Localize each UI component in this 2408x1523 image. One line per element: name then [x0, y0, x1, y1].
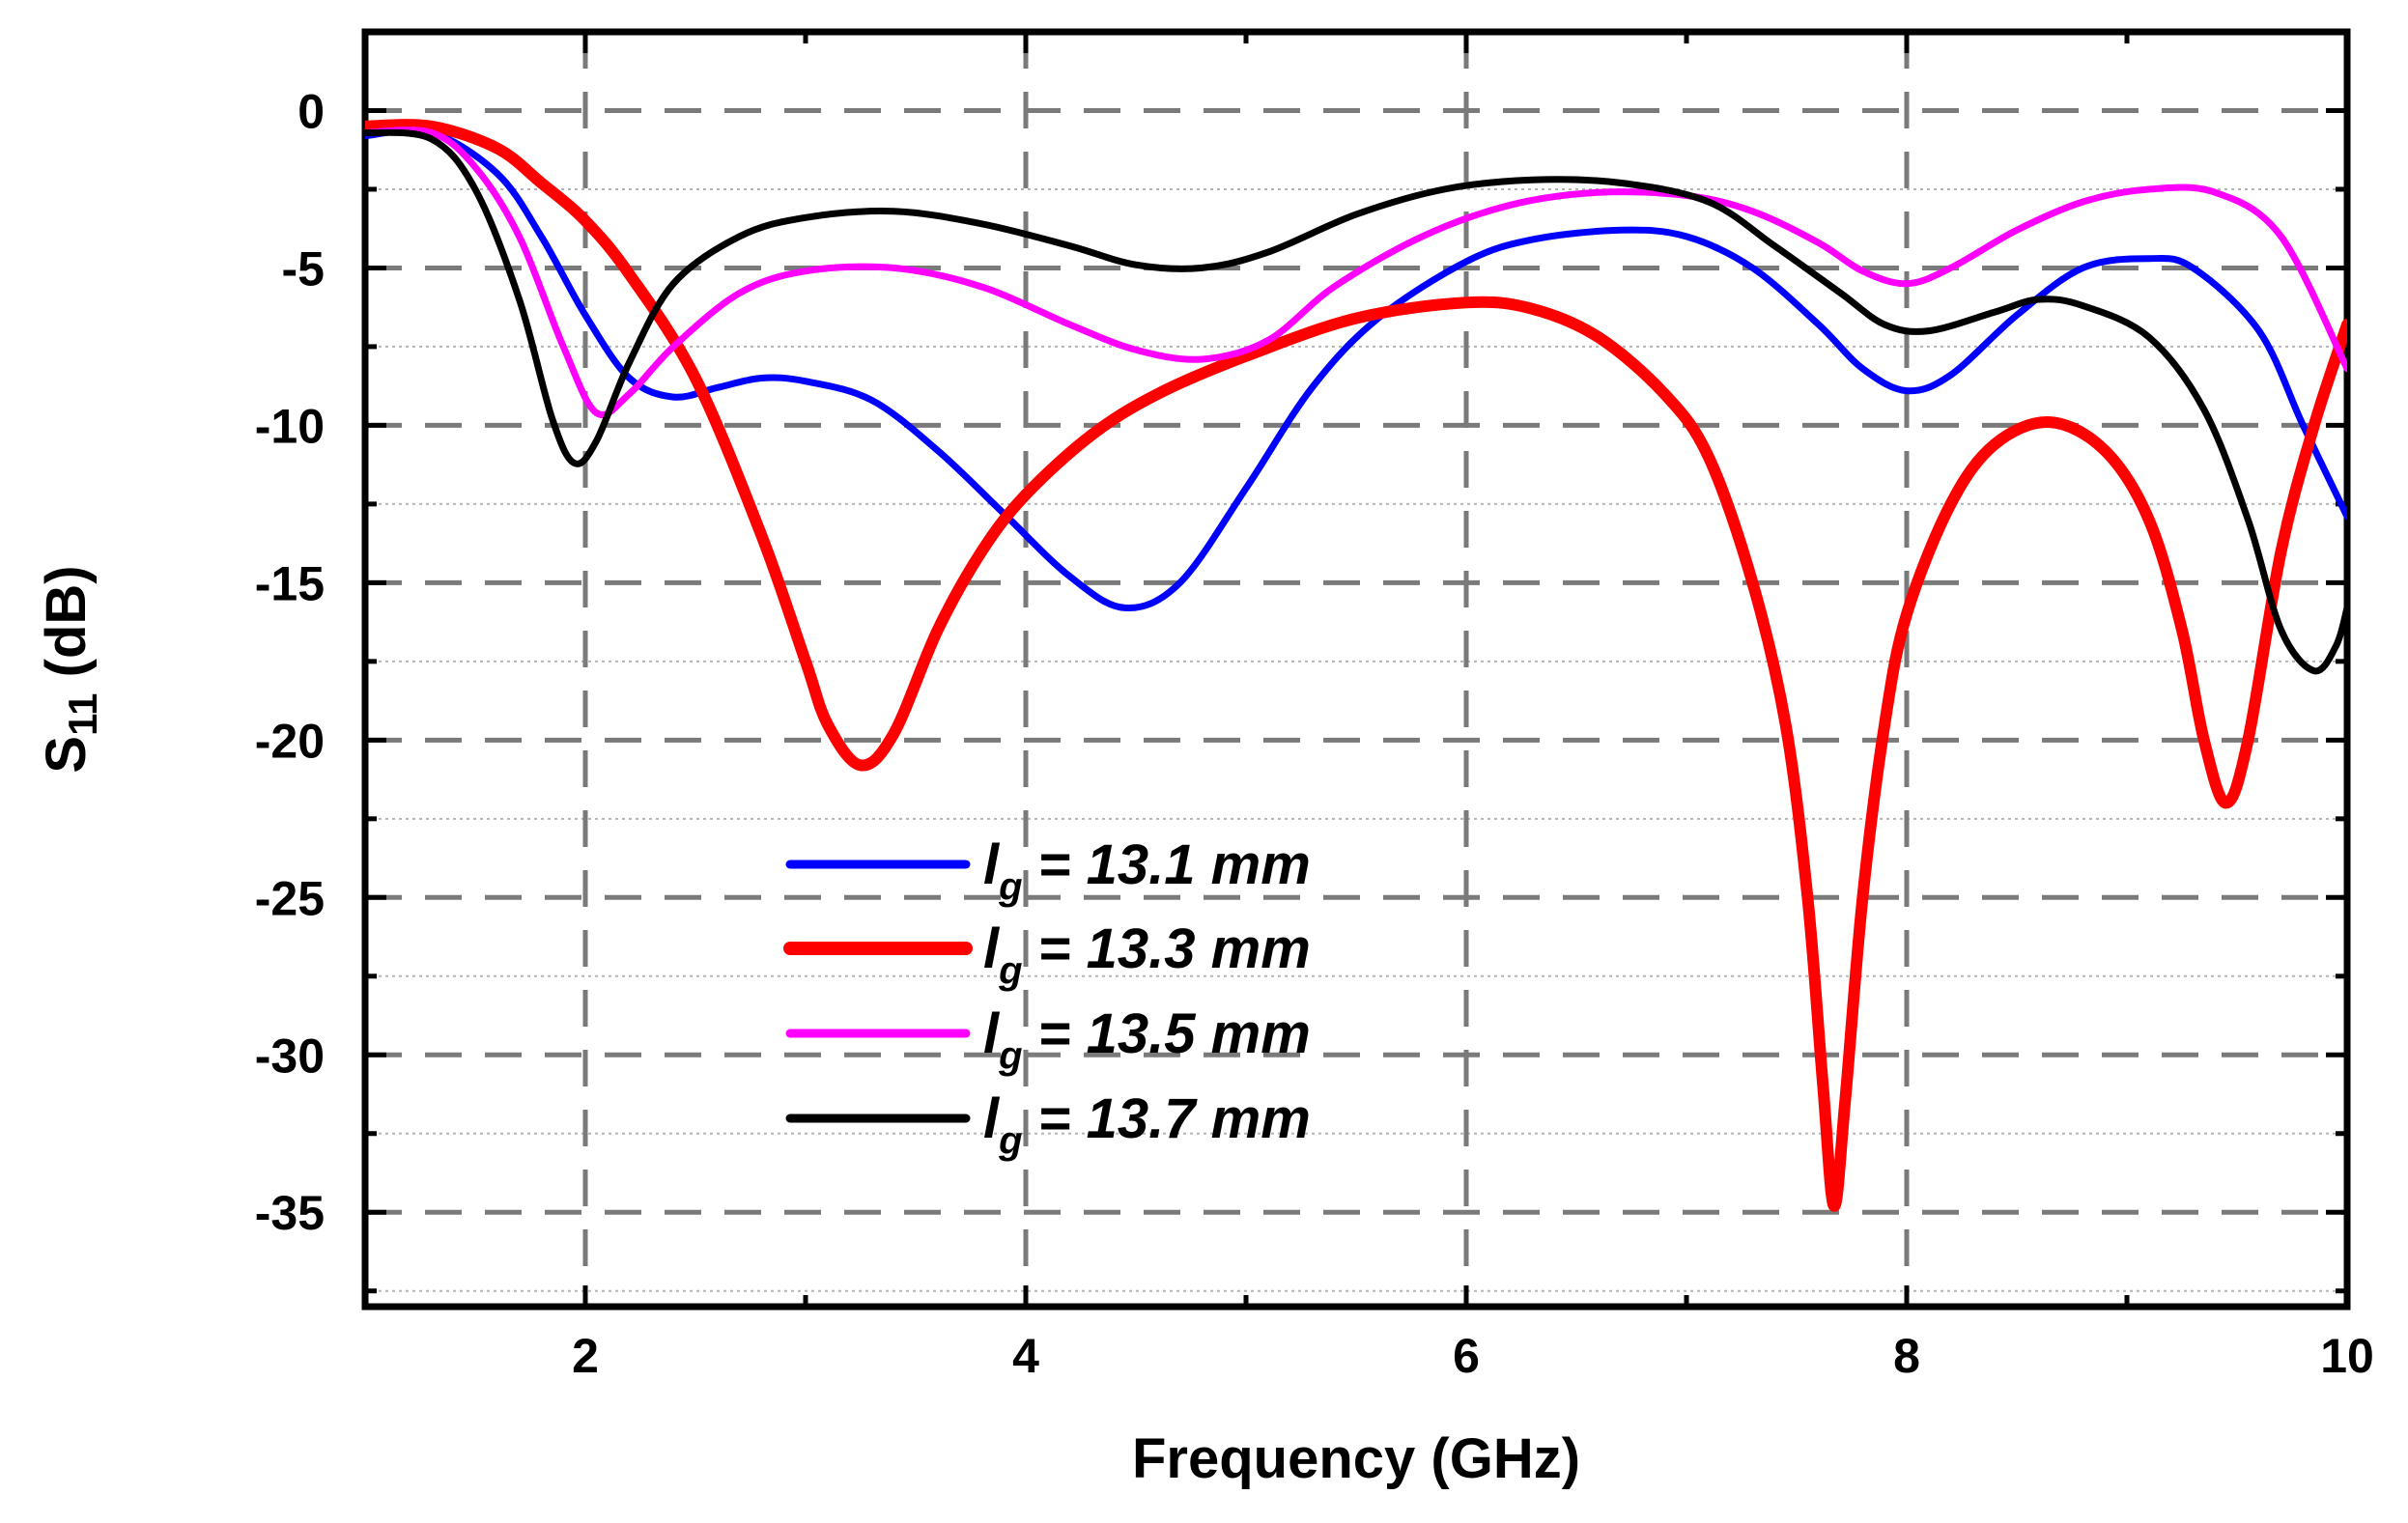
legend-label: lg = 13.7 mm — [983, 1087, 1311, 1162]
legend-item-2: lg = 13.3 mm — [783, 917, 1311, 992]
legend-label-sub: g — [998, 949, 1022, 992]
legend-item-1: lg = 13.1 mm — [785, 833, 1311, 908]
legend-item-3: lg = 13.5 mm — [785, 1002, 1311, 1077]
y-tick-label: -15 — [255, 556, 325, 610]
plot-frame — [361, 28, 2351, 1311]
legend-label-rest: = 13.3 mm — [1023, 917, 1311, 980]
legend-label-sub: g — [998, 1034, 1022, 1077]
legend-label-rest: = 13.5 mm — [1023, 1002, 1311, 1065]
series-line-4 — [365, 128, 2347, 675]
major-gridlines — [365, 32, 2347, 1307]
y-tick-labels: 0 -5 -10 -15 -20 -25 -30 -35 — [255, 84, 325, 1240]
legend-label-rest: = 13.7 mm — [1023, 1087, 1311, 1150]
legend-label-rest: = 13.1 mm — [1023, 833, 1311, 896]
legend-label-prefix: l — [983, 833, 1001, 896]
y-tick-label: -20 — [255, 714, 325, 768]
x-axis-title: Frequency (GHz) — [1132, 1427, 1580, 1490]
y-tick-label: 0 — [297, 84, 325, 138]
legend-label-prefix: l — [983, 917, 1001, 980]
y-axis-title: S11 (dB) — [35, 565, 105, 773]
legend-label-prefix: l — [983, 1002, 1001, 1065]
y-axis-title-sub: 11 — [60, 692, 105, 735]
series-line-3 — [365, 127, 2347, 418]
y-tick-label: -35 — [255, 1186, 325, 1240]
series-lines — [365, 119, 2347, 1212]
legend-label: lg = 13.5 mm — [983, 1002, 1311, 1077]
x-tick-label: 4 — [1012, 1329, 1039, 1383]
y-tick-label: -10 — [255, 399, 325, 453]
y-axis-title-unit: (dB) — [35, 565, 98, 692]
x-tick-labels: 2 4 6 8 10 — [572, 1329, 2374, 1383]
legend-label: lg = 13.1 mm — [983, 833, 1311, 908]
y-tick-label: -25 — [255, 871, 325, 925]
y-tick-label: -30 — [255, 1029, 325, 1083]
x-tick-label: 10 — [2320, 1329, 2374, 1383]
x-tick-label: 2 — [572, 1329, 599, 1383]
axis-ticks — [362, 29, 2350, 1307]
legend-item-4: lg = 13.7 mm — [785, 1087, 1311, 1162]
x-tick-label: 8 — [1893, 1329, 1920, 1383]
legend-label-sub: g — [998, 865, 1022, 908]
series-line-2 — [365, 119, 2347, 1212]
series-line-1 — [365, 127, 2347, 611]
legend-label-sub: g — [998, 1119, 1022, 1162]
y-tick-label: -5 — [282, 241, 325, 296]
legend-label: lg = 13.3 mm — [983, 917, 1311, 992]
legend-label-prefix: l — [983, 1087, 1001, 1150]
y-axis-title-main: S — [35, 736, 98, 774]
x-tick-label: 6 — [1453, 1329, 1480, 1383]
